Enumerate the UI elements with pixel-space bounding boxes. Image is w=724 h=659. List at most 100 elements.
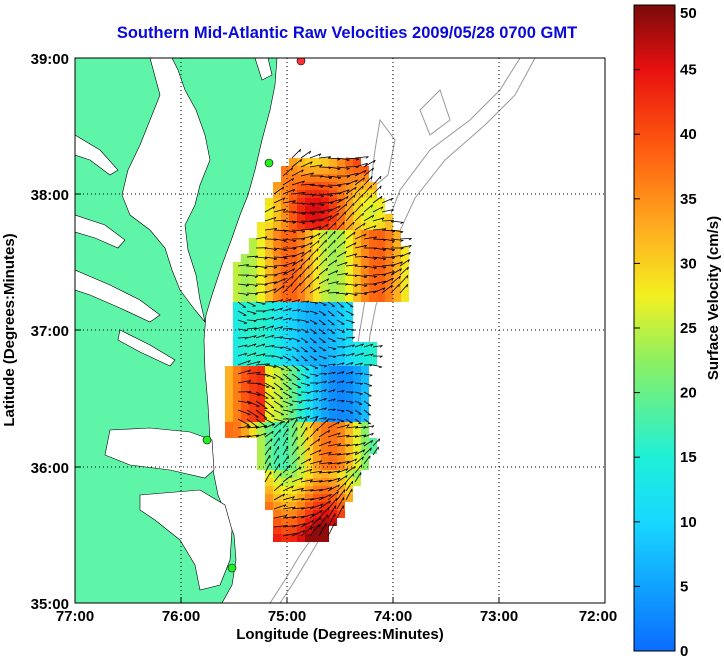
velocity-arrowhead <box>335 259 338 263</box>
velocity-arrow <box>300 211 316 215</box>
velocity-arrow <box>273 355 283 359</box>
velocity-arrowhead <box>363 233 367 237</box>
velocity-arrow <box>318 462 332 465</box>
velocity-cell <box>345 382 353 390</box>
velocity-arrow <box>309 337 317 344</box>
velocity-arrow <box>300 300 310 303</box>
velocity-cell <box>345 246 353 254</box>
velocity-arrow <box>381 264 395 267</box>
velocity-cell <box>273 438 281 446</box>
velocity-arrowhead <box>341 371 345 374</box>
velocity-arrowhead <box>282 493 286 497</box>
velocity-cell <box>233 302 241 310</box>
velocity-cell <box>329 422 337 430</box>
velocity-arrow <box>282 261 296 267</box>
velocity-arrow <box>345 172 359 177</box>
velocity-cell <box>337 438 345 446</box>
velocity-cell <box>337 326 345 334</box>
velocity-arrow <box>282 391 293 398</box>
velocity-cell <box>337 166 345 174</box>
velocity-cell <box>281 510 289 518</box>
velocity-cell <box>313 494 321 502</box>
velocity-cell <box>377 198 385 206</box>
velocity-arrowhead <box>289 307 292 311</box>
velocity-cell <box>337 382 345 390</box>
velocity-arrowhead <box>302 222 306 225</box>
velocity-arrow <box>327 389 336 393</box>
velocity-arrow <box>363 204 373 213</box>
velocity-cell <box>249 254 257 262</box>
velocity-arrow <box>309 355 318 361</box>
velocity-arrow <box>246 409 259 418</box>
velocity-cell <box>337 446 345 454</box>
velocity-arrowhead <box>283 249 287 252</box>
velocity-arrowhead <box>326 278 330 282</box>
velocity-arrow <box>282 455 289 465</box>
velocity-arrowhead <box>279 357 283 360</box>
velocity-cell <box>305 494 313 502</box>
velocity-cell <box>281 214 289 222</box>
velocity-cell <box>321 318 329 326</box>
velocity-arrow <box>246 310 257 314</box>
velocity-cell <box>305 454 313 462</box>
velocity-arrow <box>363 400 372 407</box>
velocity-cell <box>225 390 233 398</box>
velocity-arrowhead <box>314 313 318 315</box>
velocity-arrowhead <box>280 307 283 311</box>
velocity-arrow <box>282 298 292 303</box>
velocity-arrowhead <box>334 249 337 253</box>
velocity-cell <box>369 246 377 254</box>
velocity-cell <box>257 358 265 366</box>
velocity-arrowhead <box>253 320 257 323</box>
colorbar-tick-label: 20 <box>680 385 697 402</box>
velocity-cell <box>273 294 281 302</box>
velocity-cell <box>289 302 297 310</box>
velocity-arrow <box>372 185 382 195</box>
velocity-arrowhead <box>315 382 319 385</box>
velocity-arrowhead <box>247 360 251 364</box>
colorbar-tick-label: 0 <box>680 643 688 659</box>
x-tick-label: 77:00 <box>56 608 94 625</box>
velocity-arrowhead <box>309 469 313 472</box>
velocity-arrow <box>282 177 295 186</box>
colorbar-tick-label: 5 <box>680 578 688 595</box>
velocity-cell <box>345 390 353 398</box>
velocity-arrowhead <box>400 231 404 234</box>
velocity-arrowhead <box>315 375 319 377</box>
velocity-cell <box>241 430 249 438</box>
velocity-cell <box>289 382 297 390</box>
velocity-arrowhead <box>353 202 355 206</box>
velocity-arrowhead <box>344 251 347 255</box>
velocity-cell <box>249 414 257 422</box>
velocity-cell <box>353 214 361 222</box>
velocity-cell <box>321 406 329 414</box>
velocity-cell <box>289 374 297 382</box>
velocity-arrowhead <box>352 344 355 348</box>
velocity-arrow <box>318 337 326 343</box>
velocity-arrowhead <box>351 322 355 324</box>
velocity-arrowhead <box>364 276 368 279</box>
velocity-arrow <box>300 328 309 333</box>
velocity-arrowhead <box>406 275 409 279</box>
velocity-arrow <box>309 398 319 402</box>
velocity-arrow <box>354 169 367 177</box>
velocity-arrow <box>291 523 306 528</box>
velocity-arrow <box>273 482 284 492</box>
velocity-cell <box>329 254 337 262</box>
velocity-cell <box>249 286 257 294</box>
velocity-arrow <box>309 184 324 187</box>
velocity-arrowhead <box>354 186 357 190</box>
velocity-cell <box>297 214 305 222</box>
velocity-arrowhead <box>329 215 333 219</box>
velocity-cell <box>257 294 265 302</box>
velocity-cell <box>401 270 409 278</box>
velocity-cell <box>281 470 289 478</box>
velocity-cell <box>305 214 313 222</box>
velocity-cell <box>345 198 353 206</box>
velocity-arrowhead <box>346 460 350 464</box>
colorbar-tick-label: 10 <box>680 514 697 531</box>
velocity-cell <box>265 278 273 286</box>
velocity-arrowhead <box>381 217 385 221</box>
velocity-cell <box>289 454 297 462</box>
velocity-arrow <box>291 446 299 456</box>
